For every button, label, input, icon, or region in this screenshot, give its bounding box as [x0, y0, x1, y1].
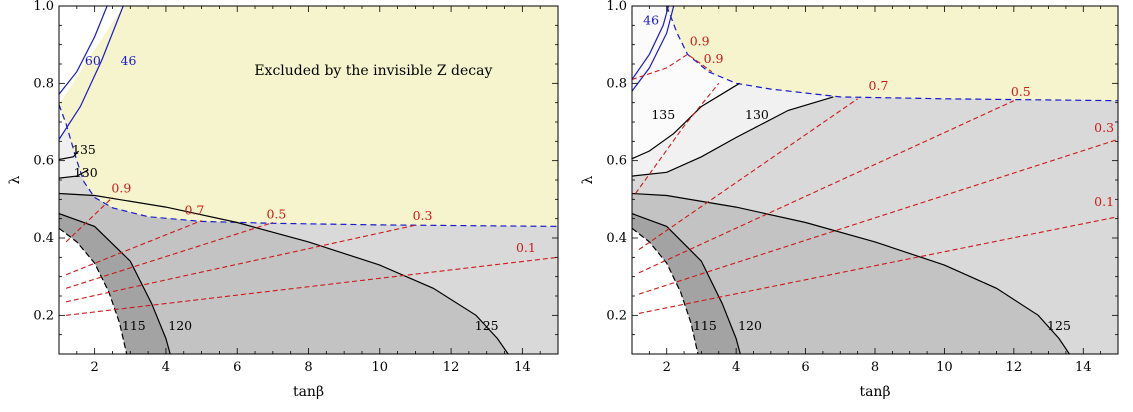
higgs-mass-contour-120: [632, 213, 741, 354]
region-above-135: [632, 6, 740, 159]
y-axis-label: λ: [7, 175, 23, 184]
branching-ratio-contour-0.7: [635, 82, 720, 194]
contour-label: 130: [74, 165, 98, 180]
branching-ratio-contour-0.3: [65, 224, 416, 303]
y-axis-label: λ: [580, 175, 596, 184]
contour-label: 120: [168, 318, 192, 333]
contour-label: 115: [693, 318, 717, 333]
x-tick-label: 12: [443, 360, 460, 375]
y-tick-label: 0.4: [606, 231, 627, 246]
x-axis-label: tanβ: [293, 384, 324, 400]
x-axis-label: tanβ: [859, 384, 890, 400]
higgs-mass-contour-125: [632, 192, 1070, 354]
contour-label: 115: [122, 318, 146, 333]
x-tick-label: 6: [801, 360, 809, 375]
x-tick-label: 12: [1006, 360, 1023, 375]
higgs-mass-contour-60: [632, 6, 670, 80]
higgs-mass-contour-125: [59, 192, 509, 354]
branching-ratio-contour-0.9: [65, 197, 113, 243]
excluded-region-boundary: [59, 104, 558, 227]
higgs-mass-contour-135: [59, 150, 80, 161]
excluded-region-boundary: [666, 6, 1118, 102]
contour-label: 135: [72, 142, 96, 157]
contour-label: 46: [121, 53, 137, 68]
branching-ratio-contour-0.5: [638, 98, 858, 251]
contour-label: 0.9: [111, 181, 131, 196]
y-tick-label: 0.8: [33, 76, 54, 91]
contour-label: 0.7: [869, 78, 889, 93]
contour-label: 135: [651, 107, 675, 122]
contour-label: 130: [745, 107, 769, 122]
branching-ratio-contour-0.3: [638, 100, 1015, 274]
branching-ratio-contour-0.5: [65, 221, 274, 289]
y-tick-label: 0.6: [606, 154, 627, 169]
contour-label: 0.3: [1094, 120, 1114, 135]
contour-label: 0.7: [184, 203, 204, 218]
contour-label: 125: [1047, 318, 1071, 333]
y-tick-label: 1.0: [33, 0, 54, 14]
higgs-mass-contour-120: [59, 213, 171, 354]
region-below-125: [59, 193, 509, 354]
x-tick-label: 10: [936, 360, 953, 375]
excluded-region: [59, 6, 558, 227]
contour-label: 0.9: [704, 51, 724, 66]
higgs-mass-contour-60: [59, 6, 108, 95]
contour-label: 125: [475, 318, 499, 333]
higgs-mass-contour-130: [59, 169, 88, 179]
contour-label: 0.3: [413, 208, 433, 223]
higgs-mass-contour-115: [632, 227, 699, 354]
y-tick-label: 0.8: [606, 76, 627, 91]
contour-label: 0.5: [1011, 84, 1031, 99]
higgs-mass-contour-130: [632, 96, 834, 177]
x-tick-label: 2: [663, 360, 671, 375]
x-tick-label: 4: [732, 360, 740, 375]
contour-label: 0.9: [690, 34, 710, 49]
excluded-region-annotation: Excluded by the invisible Z decay: [254, 63, 492, 79]
branching-ratio-contour-0.1: [66, 256, 558, 316]
plot-area: [632, 6, 1118, 354]
region-below-115: [632, 228, 698, 354]
y-tick-label: 0.4: [33, 231, 54, 246]
higgs-mass-contour-46: [632, 6, 675, 92]
x-tick-label: 8: [871, 360, 879, 375]
y-tick-label: 1.0: [606, 0, 627, 14]
higgs-mass-contour-46: [59, 6, 124, 140]
x-tick-label: 14: [1075, 360, 1092, 375]
x-tick-label: 6: [233, 360, 241, 375]
branching-ratio-contour-0.7: [65, 220, 202, 276]
plot-area: [59, 6, 558, 354]
x-tick-label: 8: [304, 360, 312, 375]
contour-label: 0.1: [1094, 194, 1114, 209]
y-tick-label: 0.2: [33, 308, 54, 323]
excluded-region: [666, 6, 1118, 101]
contour-label: 0.5: [266, 207, 286, 222]
x-tick-label: 14: [514, 360, 531, 375]
contour-label: 46: [643, 12, 659, 27]
x-tick-label: 2: [91, 360, 99, 375]
branching-ratio-contour-0.9: [632, 53, 713, 81]
higgs-mass-contour-135: [632, 82, 740, 160]
branching-ratio-contour-extra-5: [638, 216, 1118, 314]
branching-ratio-contour-0.1: [638, 138, 1118, 295]
contour-label: 0.1: [516, 240, 536, 255]
contour-label: 120: [738, 318, 762, 333]
region-below-115: [59, 228, 127, 354]
y-tick-label: 0.2: [606, 308, 627, 323]
x-tick-label: 10: [372, 360, 389, 375]
y-tick-label: 0.6: [33, 154, 54, 169]
contour-label: 60: [85, 53, 101, 68]
x-tick-label: 4: [162, 360, 170, 375]
region-130-135: [59, 104, 88, 182]
region-below-125: [632, 193, 1070, 354]
